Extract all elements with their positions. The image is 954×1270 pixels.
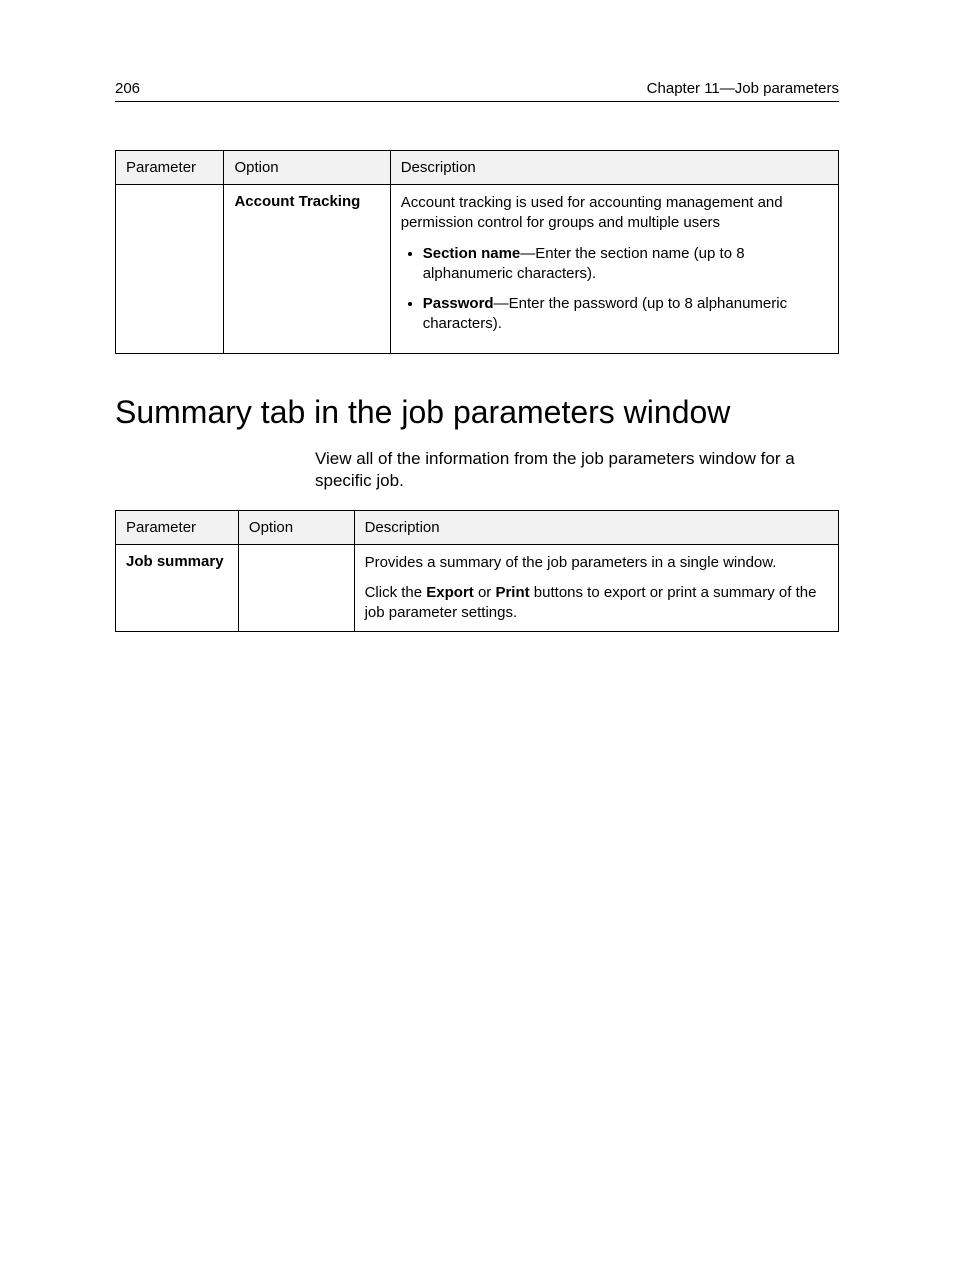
parameters-table-1: Parameter Option Description Account Tra…: [115, 150, 839, 354]
page-number: 206: [115, 80, 140, 97]
col-description: Description: [390, 151, 838, 185]
section-intro-text: View all of the information from the job…: [315, 448, 819, 492]
bullet-label: Section name: [423, 245, 521, 262]
cell-description: Provides a summary of the job parameters…: [354, 544, 838, 632]
table-header-row: Parameter Option Description: [116, 510, 839, 544]
cell-option: Account Tracking: [224, 185, 390, 354]
col-parameter: Parameter: [116, 510, 239, 544]
page-header: 206 Chapter 11—Job parameters: [115, 80, 839, 102]
list-item: Password—Enter the password (up to 8 alp…: [423, 294, 828, 335]
bullet-label: Password: [423, 295, 494, 312]
chapter-label: Chapter 11—Job parameters: [647, 80, 839, 97]
col-option: Option: [238, 510, 354, 544]
col-option: Option: [224, 151, 390, 185]
cell-description: Account tracking is used for accounting …: [390, 185, 838, 354]
desc-bullet-list: Section name—Enter the section name (up …: [401, 244, 828, 335]
document-page: 206 Chapter 11—Job parameters Parameter …: [0, 0, 954, 1270]
list-item: Section name—Enter the section name (up …: [423, 244, 828, 285]
cell-parameter: [116, 185, 224, 354]
parameters-table-2: Parameter Option Description Job summary…: [115, 510, 839, 633]
col-description: Description: [354, 510, 838, 544]
cell-parameter: Job summary: [116, 544, 239, 632]
col-parameter: Parameter: [116, 151, 224, 185]
section-heading: Summary tab in the job parameters window: [115, 394, 839, 431]
table-header-row: Parameter Option Description: [116, 151, 839, 185]
desc-line2: Click the Export or Print buttons to exp…: [365, 583, 828, 624]
table-row: Account Tracking Account tracking is use…: [116, 185, 839, 354]
desc-line1: Provides a summary of the job parameters…: [365, 553, 828, 573]
cell-option: [238, 544, 354, 632]
desc-intro: Account tracking is used for accounting …: [401, 193, 828, 234]
table-row: Job summary Provides a summary of the jo…: [116, 544, 839, 632]
